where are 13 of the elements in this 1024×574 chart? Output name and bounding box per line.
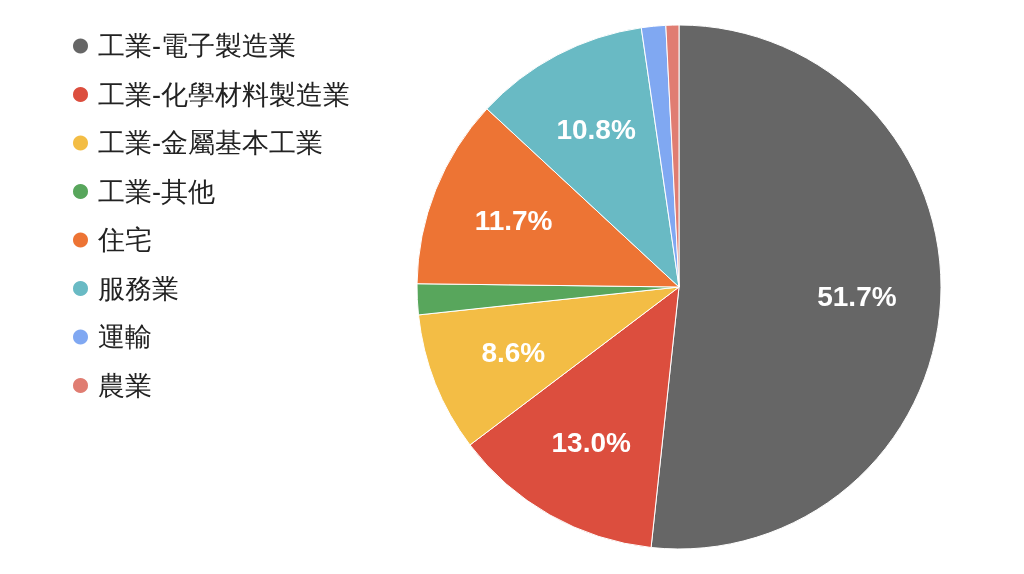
data-label: 10.8%	[556, 113, 636, 145]
data-label: 13.0%	[551, 426, 632, 458]
legend-label: 工業-其他	[98, 176, 215, 207]
legend-label: 服務業	[98, 273, 179, 304]
legend-label: 運輸	[98, 322, 152, 352]
legend-label: 工業-電子製造業	[98, 31, 296, 61]
legend-label: 工業-金屬基本工業	[98, 128, 323, 158]
legend-label: 農業	[98, 370, 152, 401]
legend-label: 住宅	[97, 225, 152, 255]
data-label: 11.7%	[474, 205, 553, 237]
data-label: 8.6%	[481, 337, 546, 369]
legend-label: 工業-化學材料製造業	[98, 79, 350, 110]
data-label: 51.7%	[817, 281, 897, 313]
